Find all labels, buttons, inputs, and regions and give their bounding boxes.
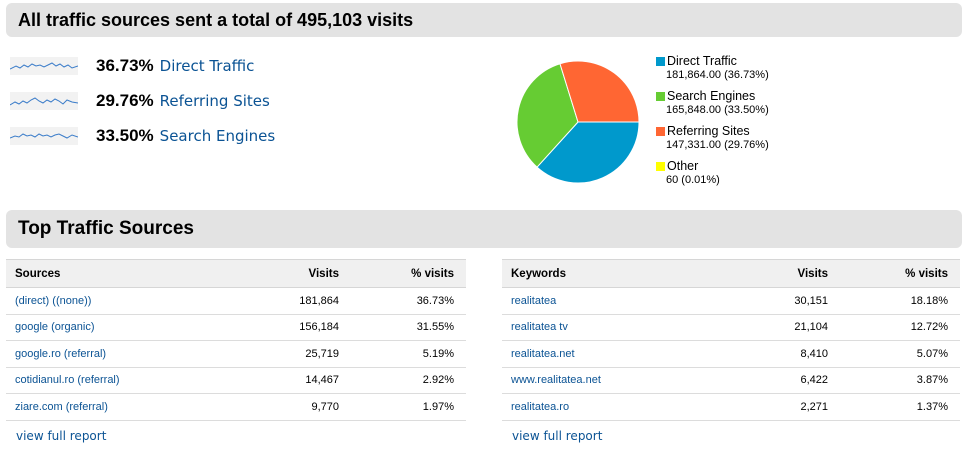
- legend-swatch: [656, 92, 665, 101]
- search-engines-link[interactable]: Search Engines: [159, 127, 276, 145]
- legend-name: Other: [667, 159, 699, 173]
- keyword-link[interactable]: realitatea.ro: [511, 400, 570, 413]
- keyword-link[interactable]: realitatea.net: [511, 347, 575, 360]
- column-header-pct-visits: % visits: [840, 259, 960, 288]
- table-row: realitatea 30,151 18.18%: [502, 287, 960, 315]
- column-header-keywords: Keywords: [502, 259, 730, 288]
- table-row: google.ro (referral) 25,719 5.19%: [6, 340, 466, 368]
- metric-row-referring: 29.76% Referring Sites: [10, 89, 270, 113]
- view-full-report-sources-link[interactable]: view full report: [16, 429, 107, 443]
- table-row: ziare.com (referral) 9,770 1.97%: [6, 393, 466, 421]
- source-cell: google (organic): [6, 314, 241, 341]
- traffic-pie-chart: [516, 60, 640, 184]
- legend-value: 147,331.00 (29.76%): [666, 139, 769, 151]
- source-link[interactable]: cotidianul.ro (referral): [15, 374, 120, 387]
- table-row: google (organic) 156,184 31.55%: [6, 314, 466, 341]
- table-header-row: Sources Visits % visits: [6, 259, 466, 288]
- metric-percent: 33.50%: [96, 126, 154, 145]
- pct-cell: 5.07%: [840, 340, 960, 368]
- legend-value: 181,864.00 (36.73%): [666, 69, 769, 81]
- legend-swatch: [656, 57, 665, 66]
- column-header-pct-visits: % visits: [351, 259, 466, 288]
- pct-cell: 5.19%: [351, 340, 466, 368]
- table-row: cotidianul.ro (referral) 14,467 2.92%: [6, 367, 466, 394]
- visits-cell: 156,184: [241, 314, 351, 341]
- pct-cell: 12.72%: [840, 314, 960, 341]
- pct-cell: 1.97%: [351, 393, 466, 421]
- pie-slice-search-engines: [516, 63, 579, 168]
- sparkline-icon: [10, 127, 78, 145]
- pct-cell: 1.37%: [840, 393, 960, 421]
- source-cell: ziare.com (referral): [6, 393, 241, 421]
- keyword-cell: www.realitatea.net: [502, 367, 730, 394]
- legend-swatch: [656, 127, 665, 136]
- keyword-cell: realitatea.ro: [502, 393, 730, 421]
- source-link[interactable]: (direct) ((none)): [15, 294, 92, 307]
- direct-traffic-link[interactable]: Direct Traffic: [159, 57, 255, 75]
- sources-table: Sources Visits % visits (direct) ((none)…: [6, 259, 466, 421]
- visits-cell: 21,104: [730, 314, 840, 341]
- column-header-visits: Visits: [241, 259, 351, 288]
- visits-cell: 9,770: [241, 393, 351, 421]
- pct-cell: 31.55%: [351, 314, 466, 341]
- source-link[interactable]: google.ro (referral): [15, 347, 107, 360]
- keywords-table: Keywords Visits % visits realitatea 30,1…: [502, 259, 960, 421]
- keyword-link[interactable]: realitatea tv: [511, 321, 568, 334]
- visits-cell: 30,151: [730, 287, 840, 315]
- keyword-cell: realitatea tv: [502, 314, 730, 341]
- source-cell: (direct) ((none)): [6, 287, 241, 315]
- metric-percent: 29.76%: [96, 91, 154, 110]
- legend-swatch: [656, 162, 665, 171]
- legend-name: Search Engines: [667, 89, 756, 103]
- table-row: realitatea.net 8,410 5.07%: [502, 340, 960, 368]
- referring-sites-link[interactable]: Referring Sites: [159, 92, 270, 110]
- visits-cell: 25,719: [241, 340, 351, 368]
- table-header-row: Keywords Visits % visits: [502, 259, 960, 288]
- visits-cell: 181,864: [241, 287, 351, 315]
- table-row: www.realitatea.net 6,422 3.87%: [502, 367, 960, 394]
- legend-name: Direct Traffic: [667, 54, 737, 68]
- keyword-cell: realitatea: [502, 287, 730, 315]
- top-sources-header: Top Traffic Sources: [6, 210, 962, 248]
- table-row: realitatea tv 21,104 12.72%: [502, 314, 960, 341]
- summary-header: All traffic sources sent a total of 495,…: [6, 3, 962, 37]
- source-link[interactable]: ziare.com (referral): [15, 400, 108, 413]
- legend-value: 60 (0.01%): [666, 174, 720, 186]
- pct-cell: 18.18%: [840, 287, 960, 315]
- column-header-visits: Visits: [730, 259, 840, 288]
- visits-cell: 8,410: [730, 340, 840, 368]
- source-cell: google.ro (referral): [6, 340, 241, 368]
- pie-slice-referring-sites: [559, 60, 640, 123]
- visits-cell: 2,271: [730, 393, 840, 421]
- keyword-link[interactable]: realitatea: [511, 294, 557, 307]
- pct-cell: 3.87%: [840, 367, 960, 394]
- legend-name: Referring Sites: [667, 124, 750, 138]
- metric-row-direct: 36.73% Direct Traffic: [10, 54, 254, 78]
- pie-slice-direct-traffic: [536, 121, 640, 184]
- pct-cell: 2.92%: [351, 367, 466, 394]
- keyword-cell: realitatea.net: [502, 340, 730, 368]
- view-full-report-keywords-link[interactable]: view full report: [512, 429, 603, 443]
- table-row: realitatea.ro 2,271 1.37%: [502, 393, 960, 421]
- table-row: (direct) ((none)) 181,864 36.73%: [6, 287, 466, 315]
- metric-percent: 36.73%: [96, 56, 154, 75]
- keyword-link[interactable]: www.realitatea.net: [511, 374, 601, 387]
- visits-cell: 6,422: [730, 367, 840, 394]
- column-header-sources: Sources: [6, 259, 241, 288]
- visits-cell: 14,467: [241, 367, 351, 394]
- sparkline-icon: [10, 57, 78, 75]
- sparkline-icon: [10, 92, 78, 110]
- source-link[interactable]: google (organic): [15, 321, 95, 334]
- source-cell: cotidianul.ro (referral): [6, 367, 241, 394]
- metric-row-search: 33.50% Search Engines: [10, 124, 275, 148]
- legend-value: 165,848.00 (33.50%): [666, 104, 769, 116]
- pct-cell: 36.73%: [351, 287, 466, 315]
